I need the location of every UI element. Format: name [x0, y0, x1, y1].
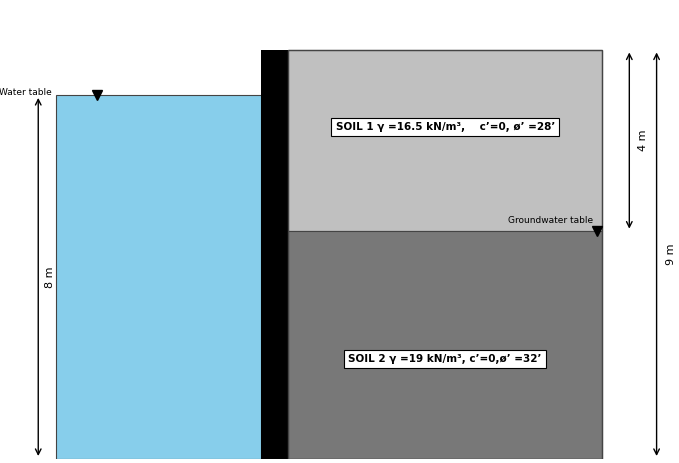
Text: 8 m: 8 m — [45, 266, 55, 288]
Bar — [289, 50, 602, 232]
Text: Water table: Water table — [0, 88, 52, 97]
Bar — [56, 95, 261, 459]
Text: Groundwater table: Groundwater table — [508, 216, 593, 225]
Bar — [261, 50, 289, 459]
Text: 9 m: 9 m — [665, 244, 676, 265]
Text: SOIL 2 γ =19 kN/m³, c’=0,ø’ =32’: SOIL 2 γ =19 kN/m³, c’=0,ø’ =32’ — [348, 354, 542, 364]
Text: SOIL 1 γ =16.5 kN/m³,    c’=0, ø’ =28’: SOIL 1 γ =16.5 kN/m³, c’=0, ø’ =28’ — [335, 122, 555, 132]
Text: 4 m: 4 m — [638, 130, 648, 151]
Bar — [289, 232, 602, 459]
Bar — [289, 50, 602, 459]
